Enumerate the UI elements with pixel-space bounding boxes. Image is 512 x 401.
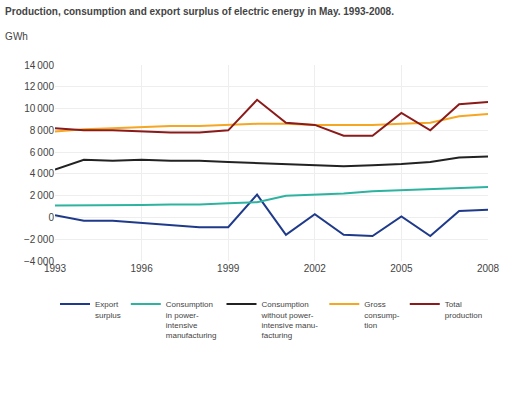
svg-text:1996: 1996 (130, 263, 153, 274)
svg-text:10 000: 10 000 (24, 103, 54, 114)
svg-text:1999: 1999 (217, 263, 240, 274)
svg-text:Grossconsump-tion: Grossconsump-tion (364, 300, 399, 330)
svg-text:0: 0 (48, 212, 54, 223)
svg-text:GWh: GWh (5, 31, 28, 42)
svg-text:14 000: 14 000 (24, 60, 54, 71)
svg-text:−4 000: −4 000 (24, 256, 55, 267)
svg-text:2 000: 2 000 (30, 190, 55, 201)
svg-text:1993: 1993 (44, 263, 67, 274)
svg-text:6 000: 6 000 (30, 147, 55, 158)
svg-text:12 000: 12 000 (24, 81, 54, 92)
svg-text:2002: 2002 (304, 263, 327, 274)
svg-text:2005: 2005 (390, 263, 413, 274)
svg-text:Exportsurplus: Exportsurplus (95, 300, 121, 319)
svg-text:Consumptionin power-intensivem: Consumptionin power-intensivemanufacturi… (166, 300, 217, 340)
svg-text:Totalproduction: Totalproduction (445, 300, 482, 319)
svg-text:2008: 2008 (477, 263, 500, 274)
svg-text:4 000: 4 000 (30, 168, 55, 179)
svg-text:Consumptionwithout power-inten: Consumptionwithout power-intensive manu-… (261, 300, 319, 340)
svg-text:8 000: 8 000 (30, 125, 55, 136)
svg-text:−2 000: −2 000 (24, 234, 55, 245)
svg-text:Production, consumption and ex: Production, consumption and export surpl… (5, 6, 394, 17)
